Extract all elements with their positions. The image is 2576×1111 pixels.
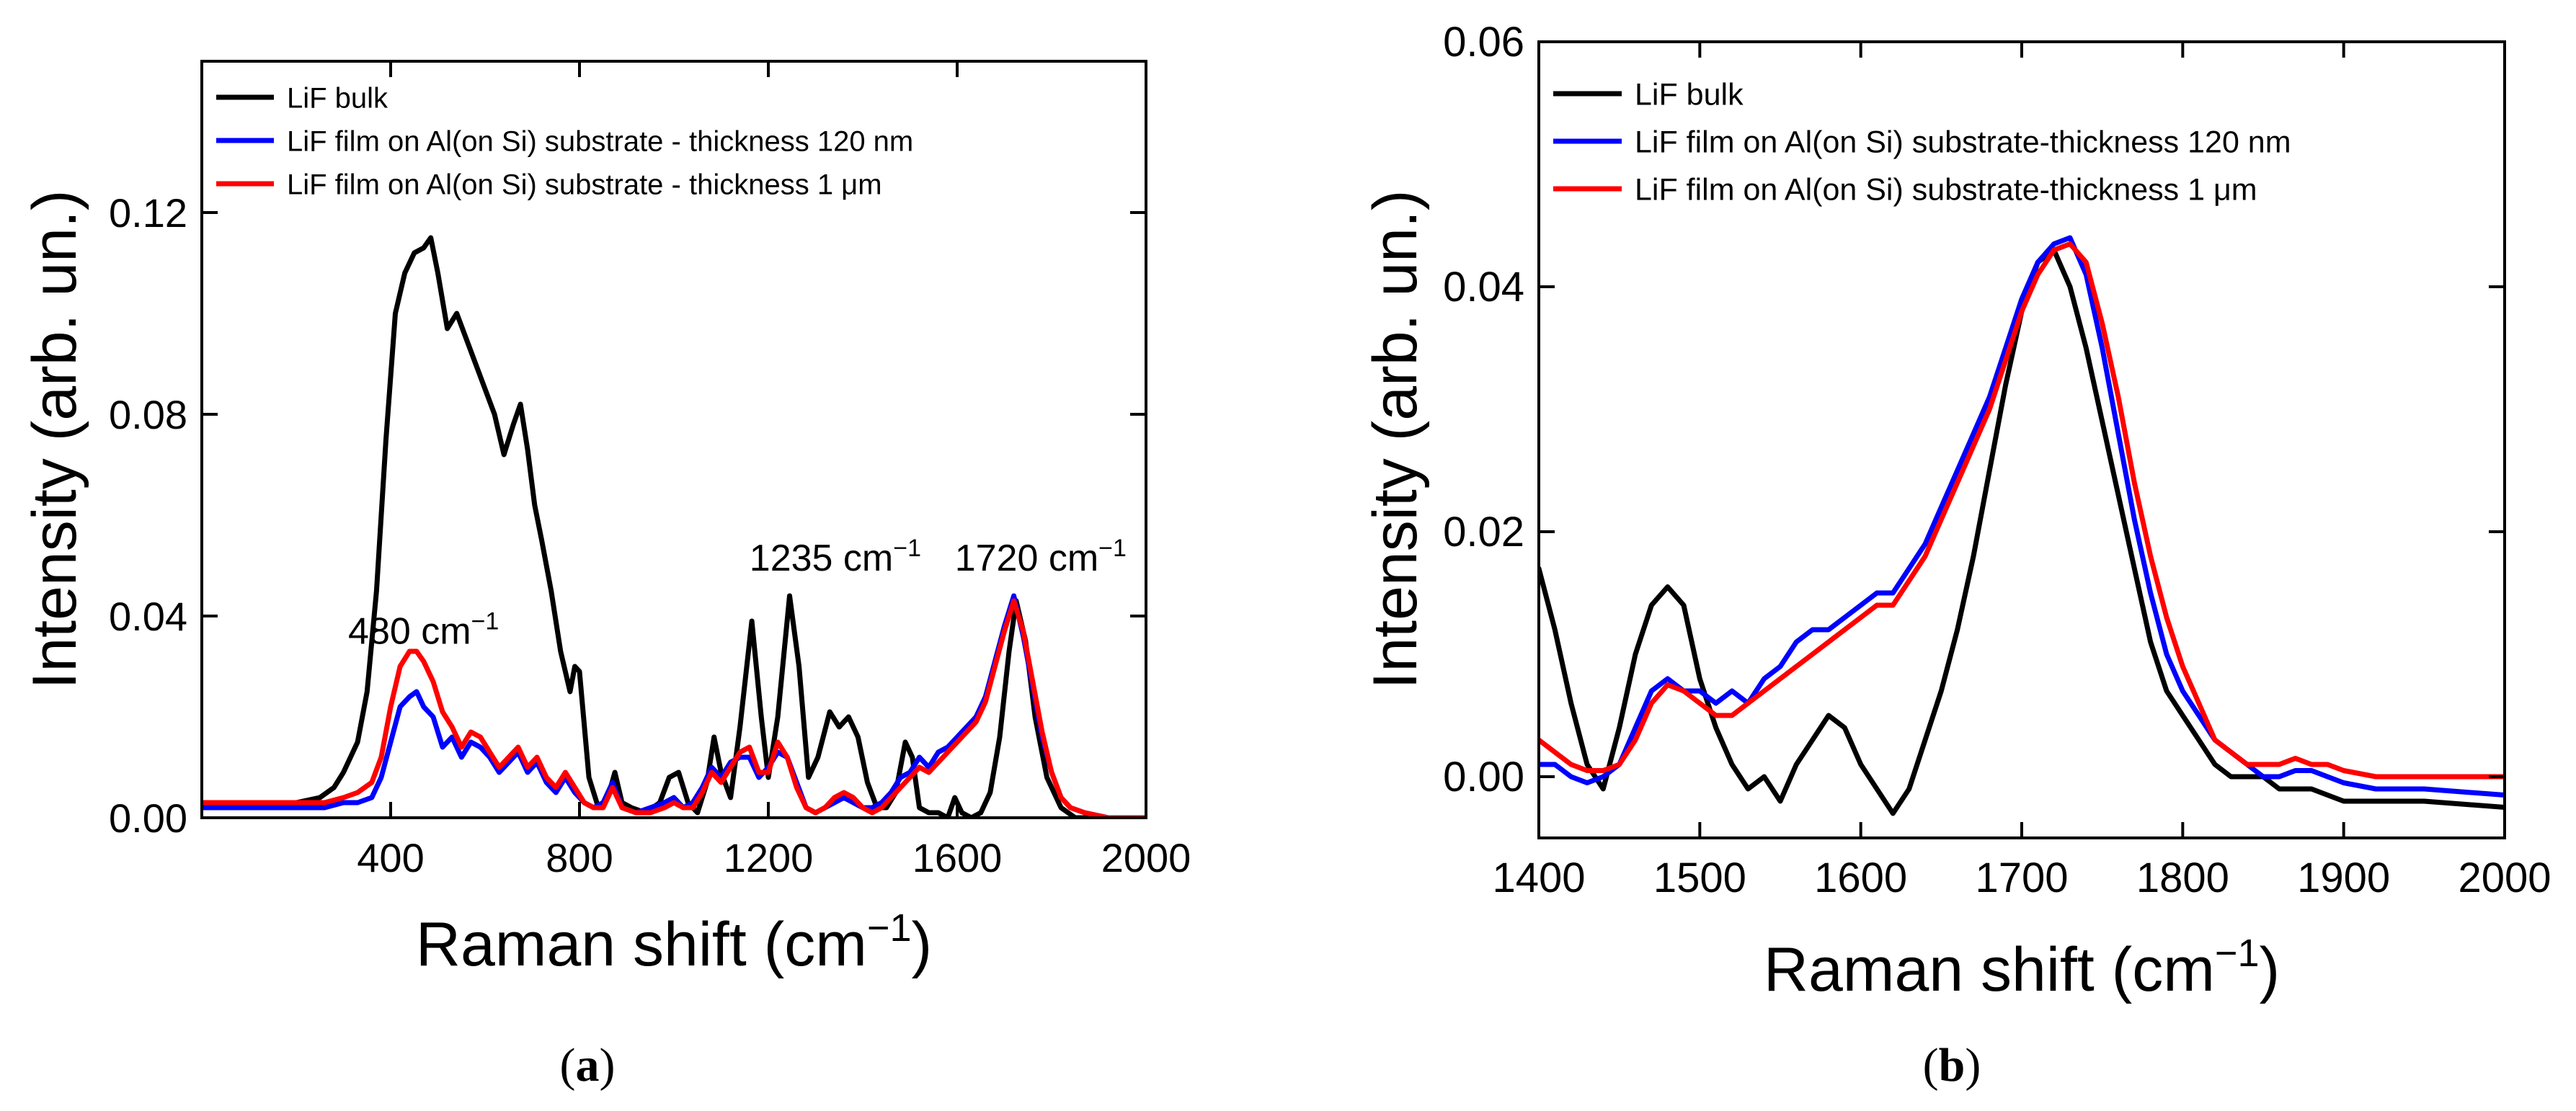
- panel-a-series-line-2: [202, 598, 1146, 818]
- panel-a-legend-label-1: LiF film on Al(on Si) substrate - thickn…: [287, 125, 913, 157]
- panel-b-legend-label-2: LiF film on Al(on Si) substrate-thicknes…: [1635, 172, 2257, 207]
- panel-a-legend: LiF bulk LiF film on Al(on Si) substrate …: [216, 82, 913, 200]
- panel-a-legend-label-2: LiF film on Al(on Si) substrate - thickn…: [287, 169, 882, 200]
- panel-b-series-group: [1539, 235, 2505, 816]
- panel-b-y-axis: 0.00 0.02 0.04 0.06: [1443, 19, 2505, 800]
- panel-b-x-axis-title: Raman shift (cm−1): [1764, 932, 2280, 1004]
- panel-a-series-line-0: [202, 235, 1146, 818]
- panel-b-x-tick-label: 1600: [1814, 855, 1907, 901]
- panel-a-y-axis-title: Intensity (arb. un.): [20, 189, 89, 689]
- panel-a-x-tick-label: 1600: [912, 835, 1003, 880]
- panel-a-annotations: 480 cm−1 1235 cm−1 1720 cm−1: [348, 535, 1127, 653]
- panel-a-y-axis: 0.00 0.04 0.08 0.12: [109, 190, 1146, 841]
- panel-a-peak-annotation-0: 480 cm−1: [348, 608, 499, 653]
- panel-b-x-tick-label: 1800: [2136, 855, 2229, 901]
- panel-b-y-tick-label: 0.02: [1443, 509, 1524, 556]
- panel-b-x-tick-label: 1700: [1975, 855, 2068, 901]
- panel-a-y-tick-label: 0.04: [109, 594, 187, 639]
- panel-b-y-tick-label: 0.00: [1443, 754, 1524, 800]
- panel-a-x-tick-label: 400: [357, 835, 424, 880]
- panel-b-chart: 1400 1500 1600 1700 1800 1900 2000 0.000.020.0…: [1361, 19, 2551, 1092]
- panel-b-x-axis: 1400 1500 1600 1700 1800 1900 2000: [1492, 42, 2551, 901]
- panel-a-legend-label-0: LiF bulk: [287, 82, 388, 114]
- panel-a-x-axis: 400 800 1200 1600 2000: [357, 61, 1191, 880]
- panel-a-series-line-1: [202, 593, 1146, 818]
- panel-a-peak-annotation-2: 1720 cm−1: [955, 535, 1127, 579]
- panel-b-x-tick-label: 1400: [1492, 855, 1585, 901]
- panel-b-x-tick-label: 2000: [2458, 855, 2551, 901]
- panel-b-series-line-0: [1539, 247, 2505, 816]
- panel-a-caption: (a): [560, 1039, 616, 1092]
- panel-b-x-tick-label: 1500: [1653, 855, 1746, 901]
- panel-a-chart: 400 800 1200 1600 2000 0.00 0.04 0.08 0.12 LiF …: [20, 60, 1191, 1092]
- panel-b-y-tick-label: 0.04: [1443, 264, 1524, 311]
- panel-a-x-tick-label: 800: [546, 835, 613, 880]
- panel-a-peak-annotation-1: 1235 cm−1: [750, 535, 921, 579]
- panel-b-legend-label-1: LiF film on Al(on Si) substrate-thicknes…: [1635, 125, 2291, 159]
- panel-b-y-axis-title: Intensity (arb. un.): [1361, 189, 1430, 689]
- panel-b-plot-frame: [1537, 40, 2506, 839]
- panel-a-x-tick-label: 2000: [1101, 835, 1191, 880]
- panel-a-y-tick-label: 0.12: [109, 190, 187, 236]
- panel-b-series-line-2: [1539, 241, 2505, 780]
- panel-a-y-tick-label: 0.08: [109, 392, 187, 437]
- panel-a-x-tick-label: 1200: [724, 835, 814, 880]
- panel-a-x-axis-title: Raman shift (cm−1): [416, 906, 932, 979]
- panel-b-legend-label-0: LiF bulk: [1635, 77, 1744, 112]
- panel-b-y-tick-label: 0.06: [1443, 19, 1524, 66]
- panel-a-plot-frame: [200, 60, 1147, 819]
- panel-b-legend: LiF bulk LiF film on Al(on Si) substrate-…: [1553, 77, 2291, 207]
- panel-b-caption: (b): [1923, 1039, 1981, 1092]
- panel-b-x-tick-label: 1900: [2297, 855, 2390, 901]
- panel-a-y-tick-label: 0.00: [109, 795, 187, 841]
- panel-a-series-group: [202, 235, 1146, 818]
